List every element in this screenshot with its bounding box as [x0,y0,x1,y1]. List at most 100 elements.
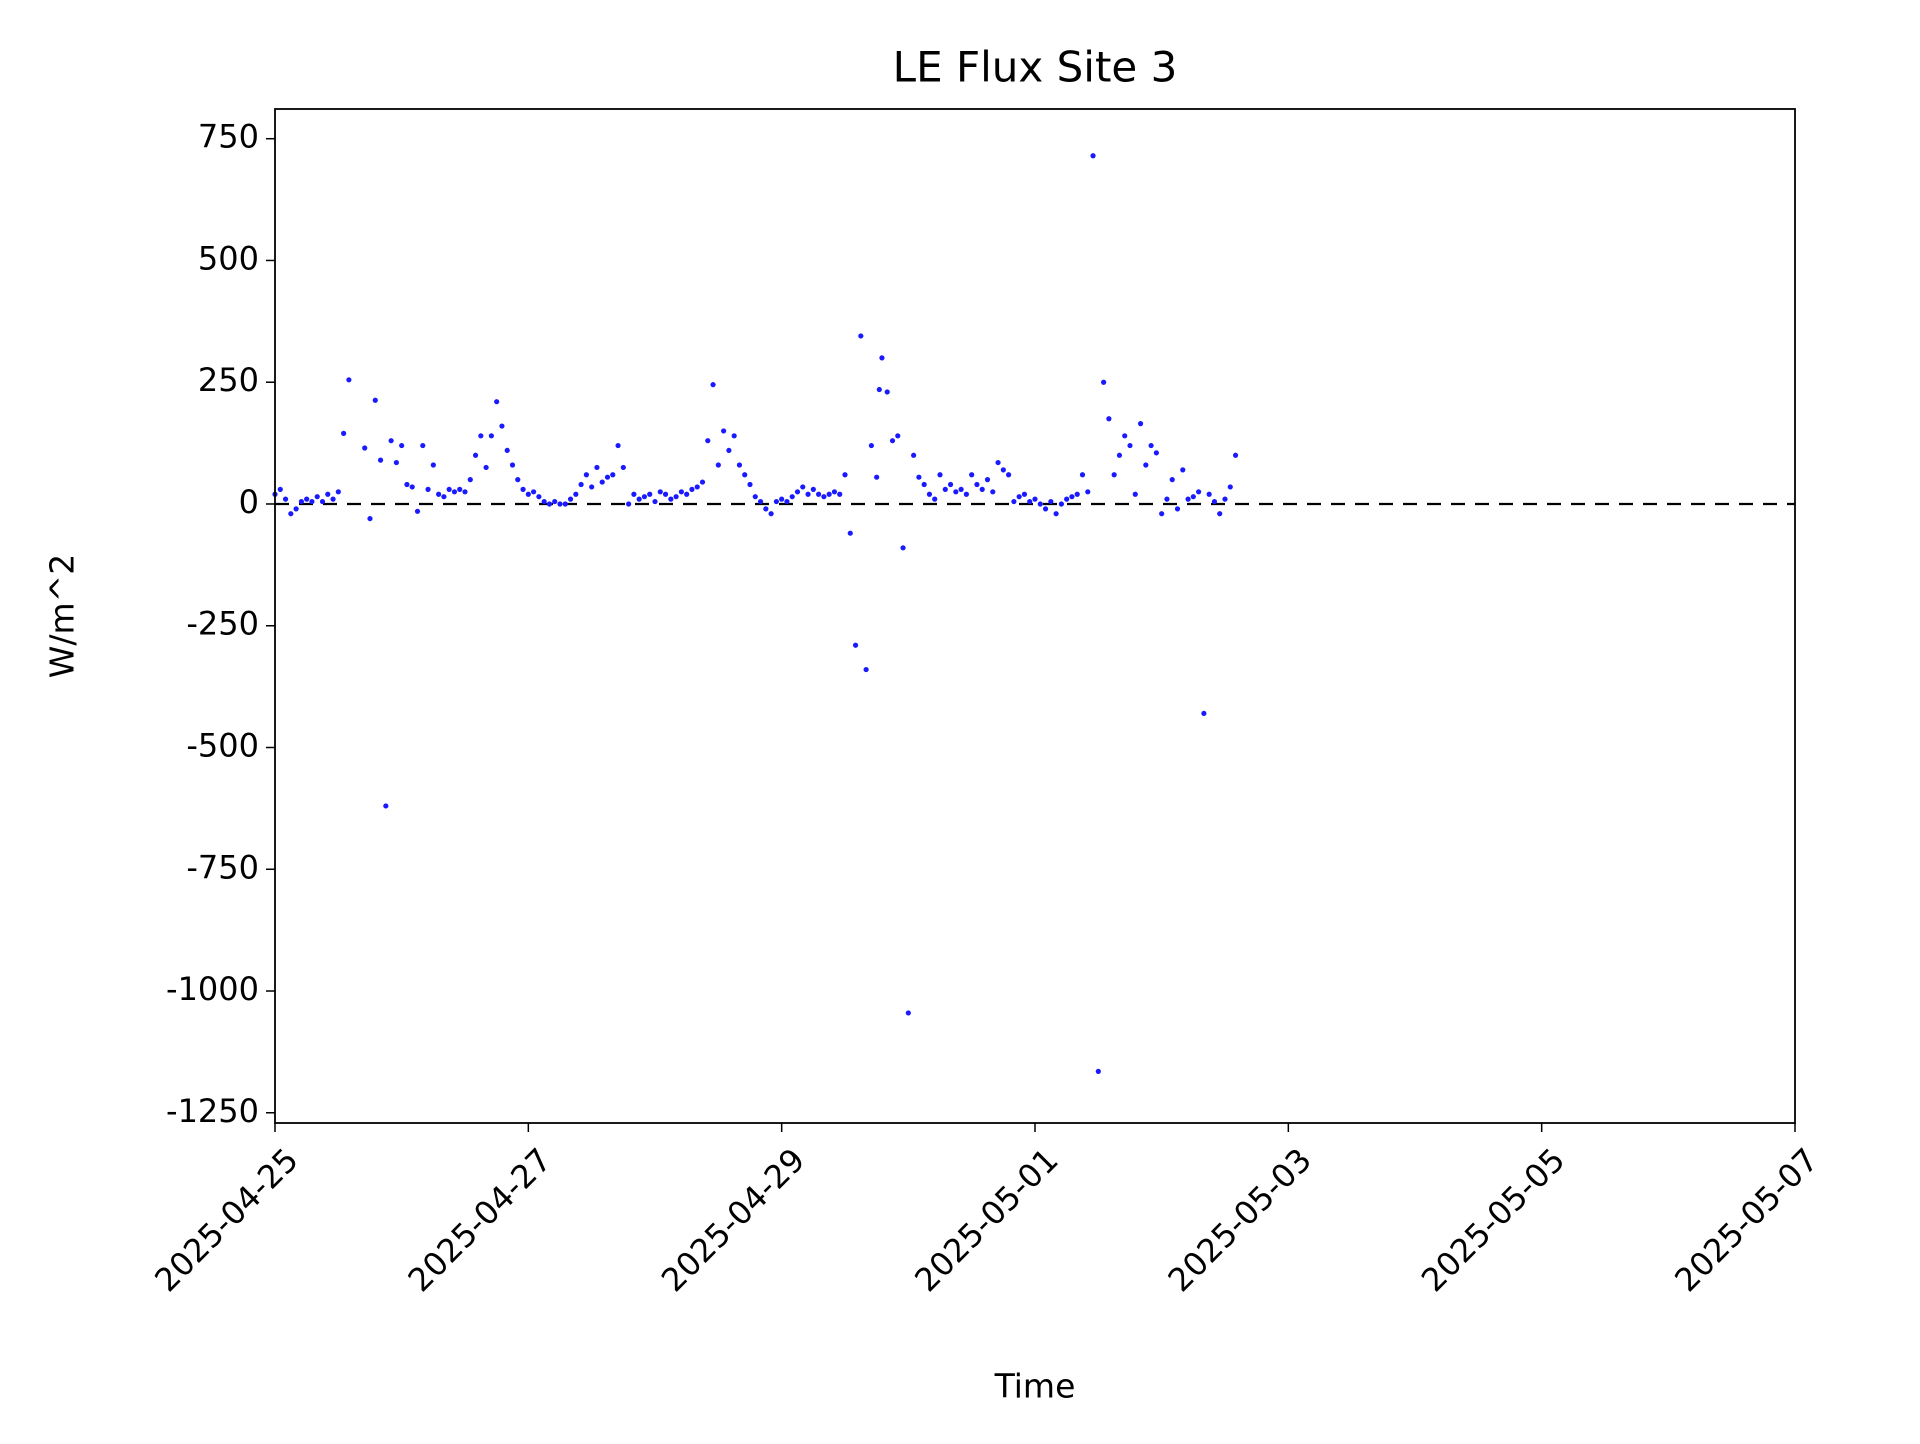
data-point [847,530,853,536]
data-point [319,498,326,505]
data-point [1169,477,1175,483]
data-point [662,491,669,497]
data-point [900,545,906,551]
data-point [736,462,743,468]
data-point [752,494,758,500]
data-point [1064,496,1070,502]
x-axis-label: Time [994,1367,1076,1406]
data-point [1111,472,1117,478]
data-point [768,511,774,517]
data-point [905,1010,911,1016]
data-point [942,486,948,492]
data-point [288,511,294,517]
data-point [335,489,341,495]
data-point [414,508,421,514]
data-point [710,382,716,388]
data-point [604,474,611,480]
data-point [1048,498,1054,505]
data-point [282,496,289,502]
y-tick-label: -750 [186,848,259,886]
data-point [636,496,642,502]
data-point [467,477,473,483]
data-point [362,445,368,451]
data-point [884,389,890,395]
data-point [1196,489,1202,495]
data-point [488,433,494,439]
data-point [731,433,737,439]
data-point [995,459,1001,466]
data-point [515,477,521,483]
data-point [293,506,299,512]
data-point [911,452,917,458]
data-point [673,494,679,500]
data-point [694,484,700,490]
data-point [721,428,727,434]
data-point [926,491,933,497]
data-point [594,464,600,471]
data-point [504,447,510,454]
data-point [1053,511,1059,517]
data-point [858,333,864,339]
data-point [963,491,969,497]
data-point [494,399,500,405]
data-point [842,472,848,478]
y-tick-label: 500 [198,239,259,277]
data-point [990,489,996,495]
data-point [610,472,616,478]
data-point [852,642,859,648]
data-point [763,506,769,512]
data-point [298,498,304,505]
data-point [1058,501,1064,507]
data-point [1148,442,1154,449]
data-point [937,472,943,478]
data-point [1180,467,1186,473]
data-point [1206,491,1212,497]
data-point [631,491,637,497]
data-point [425,486,431,492]
data-point [641,494,648,500]
data-point [826,491,832,497]
data-point [304,496,310,502]
data-point [314,494,320,500]
data-point [583,472,589,478]
data-point [1021,491,1028,497]
data-point [1153,450,1159,456]
data-point [1079,472,1086,478]
data-point [689,486,695,492]
data-point [747,481,753,488]
data-point [779,496,785,502]
data-point [1016,494,1022,500]
data-point [932,496,938,502]
data-point [684,491,690,497]
data-point [1106,416,1112,422]
data-point [868,442,874,449]
data-point [821,494,827,500]
data-point [879,355,885,361]
data-point [457,486,463,492]
data-point [1174,506,1181,512]
data-point [567,496,574,502]
data-point [509,462,516,468]
data-point [678,489,684,495]
data-point [573,491,579,497]
data-point [330,496,336,502]
data-point [1090,153,1096,159]
data-point [346,377,352,383]
data-point [436,491,442,497]
y-tick-label: 250 [198,361,259,399]
data-point [953,489,959,495]
data-point [1042,506,1049,512]
data-point [1232,452,1239,458]
data-point [615,442,621,449]
data-point [1211,498,1218,505]
data-point [441,494,447,500]
data-point [1164,496,1170,502]
data-point [367,515,373,522]
data-point [789,494,795,500]
data-point [757,498,764,505]
data-point [552,498,558,505]
data-point [921,481,927,488]
data-point [699,479,706,485]
data-point [499,423,505,429]
data-point [876,386,882,393]
